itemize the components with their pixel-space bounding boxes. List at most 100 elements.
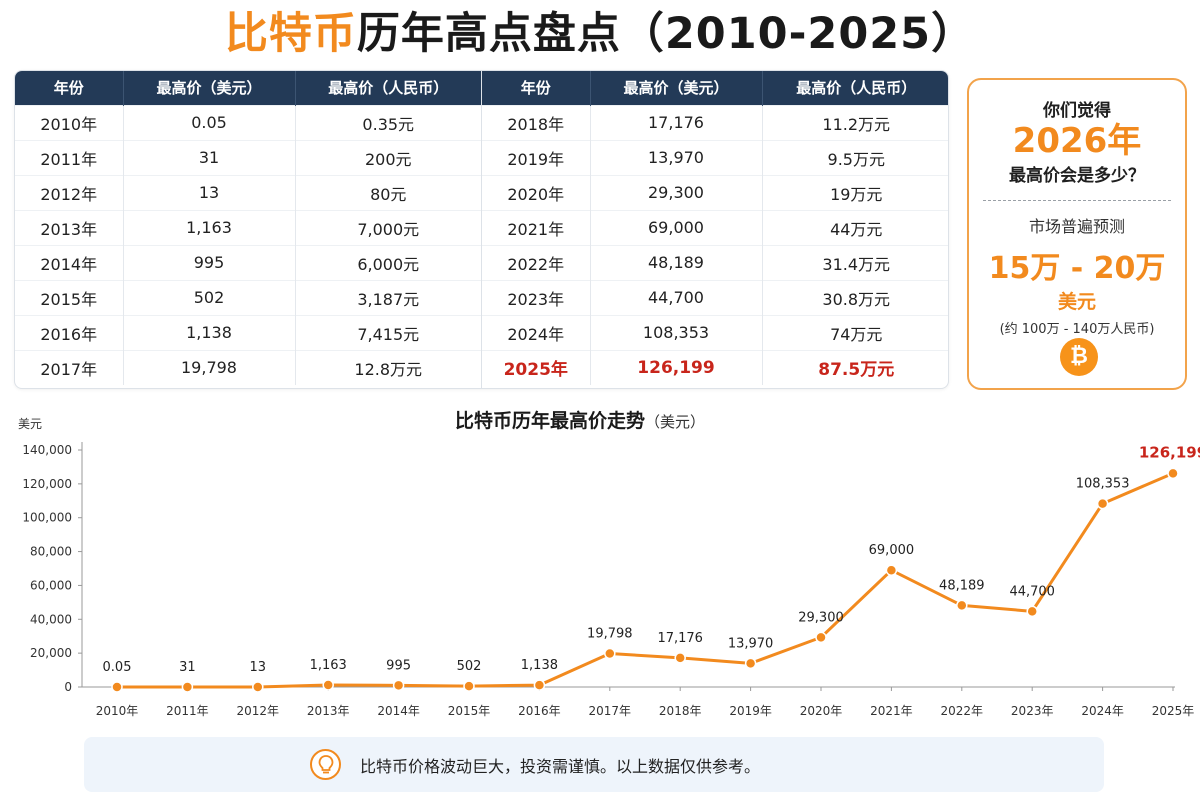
data-label: 126,199 (1139, 443, 1200, 461)
table-row: 2010年 0.05 0.35元 (15, 104, 481, 140)
data-point (533, 679, 546, 691)
cell-year: 2019年 (482, 139, 591, 175)
cell-usd: 19,798 (123, 349, 296, 385)
table-row: 2019年 13,970 9.5万元 (482, 139, 948, 175)
cell-cny: 7,000元 (295, 209, 481, 245)
data-point (604, 647, 616, 660)
cell-cny: 0.35元 (295, 104, 481, 140)
page-title: 比特币历年高点盘点（2010-2025） (0, 6, 1200, 62)
table-row: 2013年 1,163 7,000元 (15, 209, 481, 245)
data-point (1167, 467, 1179, 480)
data-point (1026, 605, 1038, 618)
y-tick-label: 120,000 (22, 477, 72, 491)
x-tick-label: 2013年 (307, 704, 350, 718)
cell-cny: 31.4万元 (762, 244, 948, 280)
data-point (111, 681, 123, 693)
header-usd: 最高价（美元） (590, 71, 763, 105)
cell-year: 2018年 (482, 104, 591, 140)
cell-year: 2017年 (15, 349, 124, 385)
data-point (815, 631, 827, 644)
data-label: 48,189 (939, 578, 985, 593)
x-tick-label: 2016年 (518, 704, 561, 718)
data-point (181, 681, 194, 693)
cell-usd: 31 (123, 139, 296, 175)
table-row: 2024年 108,353 74万元 (482, 314, 948, 350)
table-header-row: 年份 最高价（美元） 最高价（人民币） (482, 71, 948, 105)
data-point (674, 652, 686, 664)
disclaimer-text: 比特币价格波动巨大，投资需谨慎。以上数据仅供参考。 (360, 757, 761, 776)
table-row: 2015年 502 3,187元 (15, 279, 481, 315)
table-row: 2014年 995 6,000元 (15, 244, 481, 280)
table-row: 2017年 19,798 12.8万元 (15, 349, 481, 385)
data-label: 502 (457, 659, 482, 674)
cell-year: 2014年 (15, 244, 124, 280)
disclaimer-box: 比特币价格波动巨大，投资需谨慎。以上数据仅供参考。 (84, 737, 1104, 792)
data-label: 0.05 (103, 660, 132, 675)
x-tick-label: 2019年 (729, 704, 772, 718)
x-tick-label: 2010年 (96, 704, 139, 718)
cell-year: 2015年 (15, 279, 124, 315)
table-row: 2022年 48,189 31.4万元 (482, 244, 948, 280)
cell-year: 2020年 (482, 174, 591, 210)
cell-usd: 1,138 (123, 314, 296, 350)
y-axis-label: 美元 (18, 417, 42, 431)
data-label: 29,300 (798, 610, 844, 625)
card-divider (983, 200, 1171, 201)
table-row: 2018年 17,176 11.2万元 (482, 104, 948, 140)
table-row: 2020年 29,300 19万元 (482, 174, 948, 210)
data-label: 108,353 (1076, 477, 1130, 492)
header-usd: 最高价（美元） (123, 71, 296, 105)
chart-title: 比特币历年最高价走势（美元） (0, 406, 1160, 433)
x-tick-label: 2022年 (941, 704, 984, 718)
data-label: 995 (386, 658, 411, 673)
chart-title-sub: （美元） (645, 413, 706, 431)
title-rest: 历年高点盘点（2010-2025） (356, 9, 976, 59)
x-tick-label: 2021年 (870, 704, 913, 718)
cell-year: 2025年 (482, 349, 591, 385)
title-highlight: 比特币 (224, 9, 357, 59)
table-row: 2023年 44,700 30.8万元 (482, 279, 948, 315)
card-question-2: 最高价会是多少？ (1009, 166, 1145, 186)
header-year: 年份 (482, 71, 591, 105)
cell-year: 2016年 (15, 314, 124, 350)
price-table: 年份 最高价（美元） 最高价（人民币） 2010年 0.05 0.35元 2011年 3… (14, 70, 949, 389)
forecast-unit: 美元 (1057, 291, 1096, 313)
cell-cny: 44万元 (762, 209, 948, 245)
x-tick-label: 2024年 (1081, 704, 1124, 718)
cell-cny: 87.5万元 (762, 349, 948, 385)
data-label: 17,176 (657, 631, 703, 646)
data-label: 1,163 (310, 658, 347, 673)
cell-year: 2024年 (482, 314, 591, 350)
cell-cny: 7,415元 (295, 314, 481, 350)
table-row: 2016年 1,138 7,415元 (15, 314, 481, 350)
forecast-range: 15万 - 20万 (988, 251, 1166, 286)
data-point (1096, 497, 1109, 510)
cell-cny: 80元 (295, 174, 481, 210)
header-year: 年份 (15, 71, 124, 105)
table-header-row: 年份 最高价（美元） 最高价（人民币） (15, 71, 481, 105)
y-tick-label: 100,000 (22, 511, 72, 525)
x-tick-label: 2011年 (166, 704, 209, 718)
cell-cny: 3,187元 (295, 279, 481, 315)
cell-year: 2011年 (15, 139, 124, 175)
y-tick-label: 80,000 (30, 545, 72, 559)
y-tick-label: 140,000 (22, 443, 72, 457)
data-point (744, 657, 757, 670)
cell-usd: 13,970 (590, 139, 763, 175)
y-tick-label: 40,000 (30, 612, 72, 626)
cell-cny: 9.5万元 (762, 139, 948, 175)
table-right: 年份 最高价（美元） 最高价（人民币） 2018年 17,176 11.2万元 201… (482, 71, 948, 388)
cell-year: 2010年 (15, 104, 124, 140)
x-tick-label: 2014年 (377, 704, 420, 718)
cell-usd: 126,199 (590, 349, 763, 385)
chart-title-main: 比特币历年最高价走势 (454, 410, 645, 432)
card-question-1: 你们觉得 (1043, 101, 1111, 121)
cell-year: 2021年 (482, 209, 591, 245)
y-tick-label: 0 (64, 680, 72, 694)
data-point (252, 681, 264, 693)
lightbulb-icon (310, 749, 341, 780)
data-label: 31 (179, 660, 196, 675)
cell-usd: 29,300 (590, 174, 763, 210)
data-label: 19,798 (587, 626, 633, 641)
data-label: 1,138 (521, 658, 558, 673)
